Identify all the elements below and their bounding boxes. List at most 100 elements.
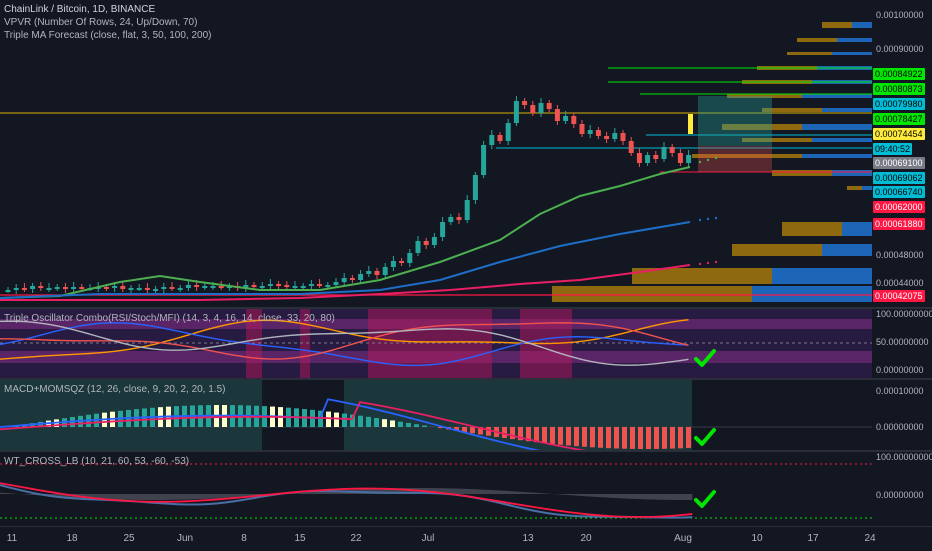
time-label: 18 xyxy=(66,533,77,544)
price-axis[interactable]: 0.00100000 0.00090000 0.00048000 0.00044… xyxy=(872,0,932,307)
candle-body xyxy=(14,288,19,290)
time-label: 24 xyxy=(864,533,875,544)
time-axis[interactable]: 11 18 25 Jun 8 15 22 Jul 13 20 Aug 10 17… xyxy=(0,526,932,551)
osc-axis-label: 100.00000000 xyxy=(876,309,932,319)
candle-body xyxy=(522,101,527,105)
macd-pane[interactable]: MACD+MOMSQZ (12, 26, close, 9, 20, 2, 20… xyxy=(0,380,872,450)
checkmark-icon xyxy=(694,488,716,510)
histogram-bar xyxy=(406,423,411,427)
vpvr-legend[interactable]: VPVR (Number Of Rows, 24, Up/Down, 70) xyxy=(4,16,212,29)
candle-body xyxy=(662,147,667,159)
candle-body xyxy=(407,253,412,263)
reward-zone xyxy=(698,96,772,146)
volume-profile-bar xyxy=(802,154,872,158)
price-tag: 0.00062000 xyxy=(873,201,925,213)
price-tag: 0.00078427 xyxy=(873,113,925,125)
time-label: 17 xyxy=(807,533,818,544)
candle-body xyxy=(342,278,347,282)
histogram-bar xyxy=(630,427,635,449)
forecast-dot xyxy=(699,161,701,163)
candle-body xyxy=(276,284,281,286)
checkmark-icon xyxy=(694,347,716,369)
volume-profile-bar xyxy=(787,52,832,55)
price-axis-label: 0.00044000 xyxy=(876,278,924,288)
wt-legend[interactable]: WT_CROSS_LB (10, 21, 60, 53, -60, -53) xyxy=(4,455,189,468)
candle-body xyxy=(334,282,339,285)
volume-profile-bar xyxy=(797,38,837,42)
volume-profile-bar xyxy=(782,222,842,236)
candle-body xyxy=(6,290,11,292)
candle-body xyxy=(424,241,429,245)
price-chart-canvas[interactable] xyxy=(0,0,872,307)
candle-body xyxy=(604,136,609,139)
histogram-bar xyxy=(342,414,347,427)
oscillator-pane[interactable]: Triple Oscillator Combo(RSI/Stoch/MFI) (… xyxy=(0,309,872,378)
macd-axis-label: 0.00000000 xyxy=(876,422,924,432)
price-tag: 0.00074454 xyxy=(873,128,925,140)
volume-profile-bar xyxy=(832,170,872,176)
candle-body xyxy=(252,285,257,287)
histogram-bar xyxy=(542,427,547,443)
histogram-bar xyxy=(654,427,659,449)
candle-body xyxy=(670,147,675,153)
histogram-bar xyxy=(326,412,331,427)
candle-body xyxy=(309,284,314,286)
volume-profile-bar xyxy=(852,22,872,28)
oscillator-legend[interactable]: Triple Oscillator Combo(RSI/Stoch/MFI) (… xyxy=(4,312,335,325)
histogram-bar xyxy=(662,427,667,449)
wt-cross-pane[interactable]: WT_CROSS_LB (10, 21, 60, 53, -60, -53) xyxy=(0,452,872,526)
forecast-dot xyxy=(699,263,701,265)
macd-legend[interactable]: MACD+MOMSQZ (12, 26, close, 9, 20, 2, 20… xyxy=(4,383,225,396)
candle-body xyxy=(104,287,109,289)
price-tag: 0.00079980 xyxy=(873,98,925,110)
time-label: Jul xyxy=(422,533,435,544)
histogram-bar xyxy=(590,427,595,447)
candle-body xyxy=(153,289,158,291)
candle-body xyxy=(645,155,650,163)
volume-profile-bar xyxy=(862,186,872,190)
candle-body xyxy=(621,133,626,141)
candle-body xyxy=(465,200,470,220)
price-tag: 0.00066740 xyxy=(873,186,925,198)
wt-axis[interactable]: 100.00000000 0.00000000 xyxy=(872,452,932,526)
volume-profile-bar xyxy=(837,38,872,42)
candle-body xyxy=(375,271,380,275)
volume-profile-bar xyxy=(822,108,872,112)
wt2-line xyxy=(0,485,692,518)
candle-body xyxy=(514,101,519,123)
time-label: Jun xyxy=(177,533,193,544)
histogram-bar xyxy=(414,424,419,427)
price-tag: 0.00061880 xyxy=(873,218,925,230)
candle-body xyxy=(489,135,494,145)
candle-body xyxy=(145,288,150,290)
candle-body xyxy=(366,271,371,274)
histogram-bar xyxy=(686,427,691,448)
histogram-bar xyxy=(678,427,683,448)
time-label: 8 xyxy=(241,533,247,544)
price-tag: 0.00042075 xyxy=(873,290,925,302)
price-pane[interactable]: ChainLink / Bitcoin, 1D, BINANCE VPVR (N… xyxy=(0,0,872,307)
histogram-bar xyxy=(582,427,587,447)
candle-body xyxy=(268,284,273,286)
volume-profile-bar xyxy=(822,244,872,256)
forecast-dot xyxy=(715,217,717,219)
forecast-dot xyxy=(715,157,717,159)
candle-body xyxy=(55,287,60,289)
forecast-dot xyxy=(699,219,701,221)
histogram-bar xyxy=(614,427,619,448)
symbol-title[interactable]: ChainLink / Bitcoin, 1D, BINANCE xyxy=(4,3,212,16)
price-axis-label: 0.00100000 xyxy=(876,10,924,20)
candle-body xyxy=(498,135,503,141)
time-label: 22 xyxy=(350,533,361,544)
candle-body xyxy=(629,141,634,153)
histogram-bar xyxy=(470,427,475,433)
candle-body xyxy=(399,261,404,263)
macd-axis[interactable]: 0.00010000 0.00000000 xyxy=(872,380,932,450)
candle-body xyxy=(358,274,363,280)
triple-ma-legend[interactable]: Triple MA Forecast (close, flat, 3, 50, … xyxy=(4,29,212,42)
price-tag: 0.00084922 xyxy=(873,68,925,80)
oscillator-axis[interactable]: 100.00000000 50.00000000 0.00000000 xyxy=(872,309,932,378)
histogram-bar xyxy=(358,416,363,427)
candle-body xyxy=(170,287,175,289)
